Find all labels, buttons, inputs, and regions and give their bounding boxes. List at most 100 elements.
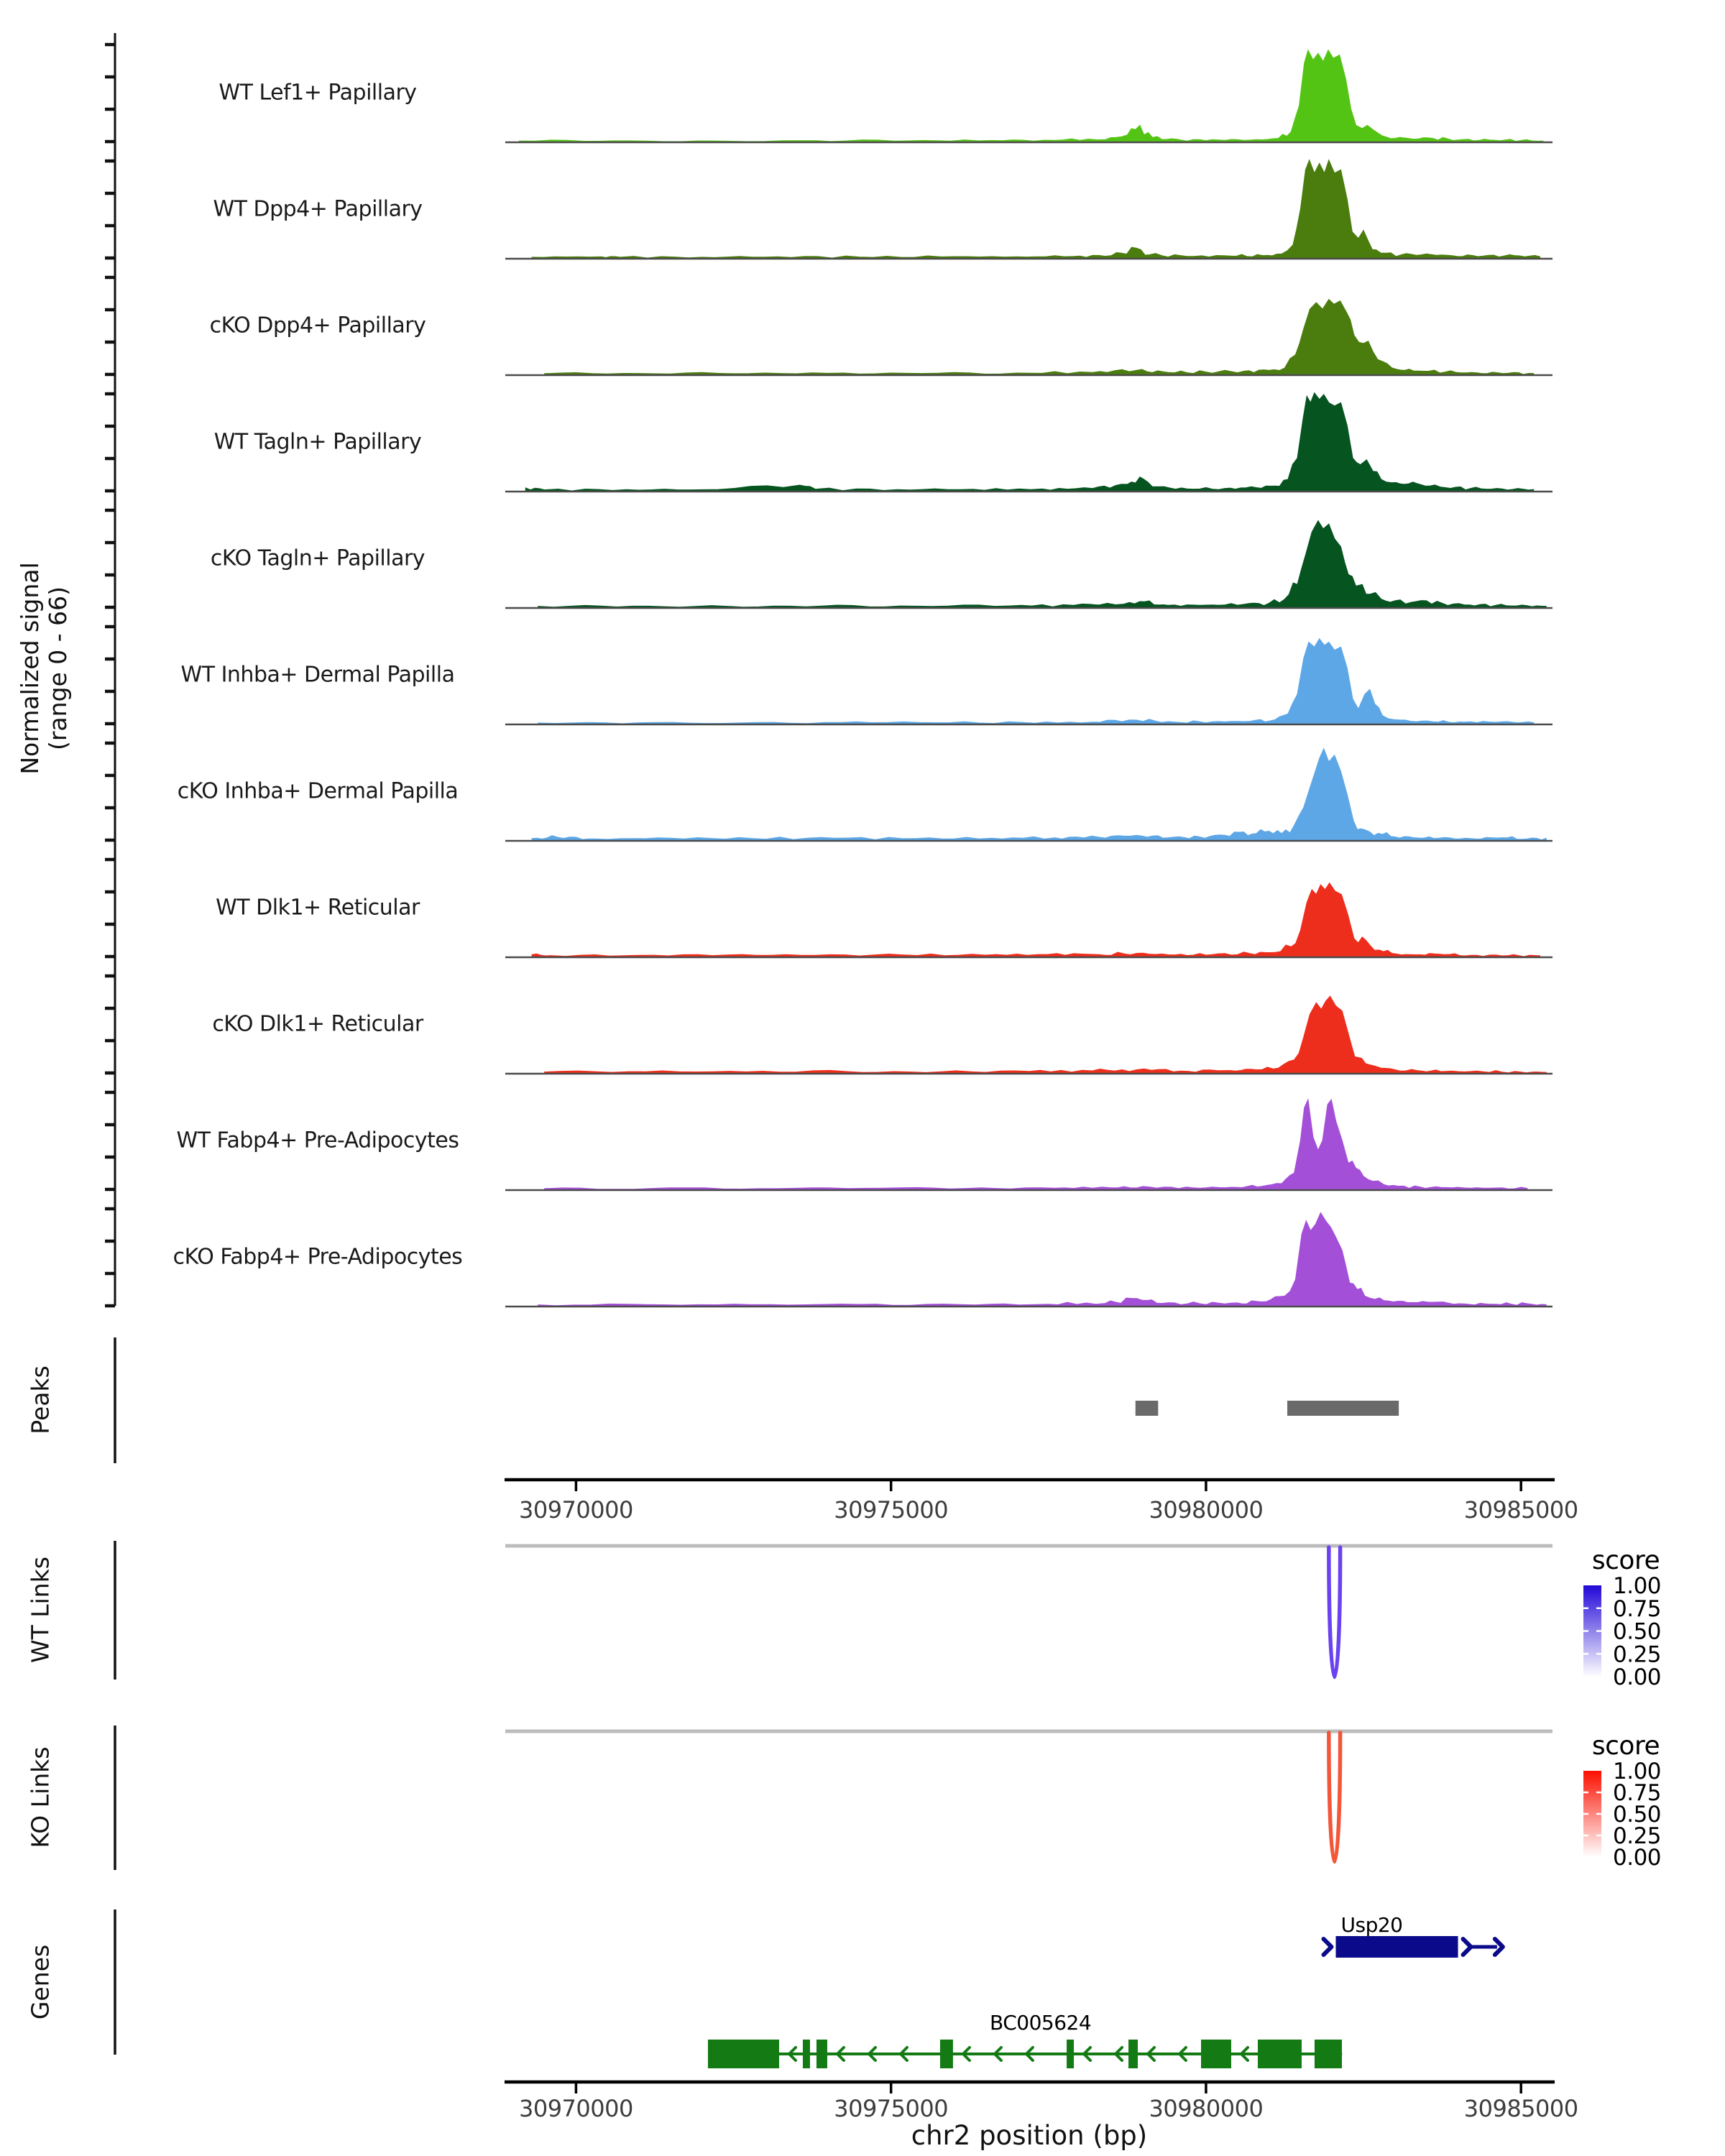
coverage-area: [544, 298, 1535, 375]
strand-arrow: [1460, 1937, 1473, 1957]
legend-title: score: [1592, 1546, 1660, 1575]
gene-exon: [1200, 2040, 1231, 2068]
coverage-area: [531, 747, 1547, 841]
signal-track: cKO Fabp4+ Pre-Adipocytes: [173, 1212, 1552, 1308]
gene-exon: [1128, 2040, 1138, 2068]
strand-arrow: [898, 2046, 908, 2062]
strand-arrow: [1321, 1937, 1334, 1957]
x-tick-label: 30970000: [519, 2095, 633, 2122]
signal-track: WT Dlk1+ Reticular: [216, 882, 1552, 959]
signal-track: WT Lef1+ Papillary: [218, 49, 1552, 144]
legend-tick-label: 0.00: [1613, 1664, 1661, 1690]
strand-arrow: [1239, 2046, 1249, 2062]
wt-links-section-label: WT Links: [26, 1556, 55, 1664]
strand-arrow: [1114, 2046, 1124, 2062]
gene-label: BC005624: [990, 2011, 1091, 2035]
strand-arrow: [1146, 2046, 1156, 2062]
link-arc: [1327, 1731, 1343, 1864]
track-label: cKO Dpp4+ Papillary: [210, 313, 426, 338]
gene-bc005624: BC005624: [707, 2011, 1343, 2068]
x-tick-label: 30975000: [834, 1496, 948, 1524]
peaks-track: [114, 1337, 1399, 1463]
track-label: cKO Fabp4+ Pre-Adipocytes: [173, 1245, 463, 1270]
coverage-area: [519, 49, 1544, 142]
x-tick-label: 30980000: [1149, 1496, 1263, 1524]
strand-arrow: [835, 2046, 845, 2062]
strand-arrow: [993, 2046, 1003, 2062]
coverage-area: [538, 637, 1535, 724]
gene-exon: [816, 2040, 827, 2068]
strand-arrow: [1024, 2046, 1034, 2062]
gene-exon: [1257, 2040, 1302, 2068]
gene-label: Usp20: [1341, 1913, 1403, 1937]
track-label: WT Tagln+ Papillary: [214, 430, 421, 455]
signal-track: cKO Dlk1+ Reticular: [212, 995, 1552, 1075]
ko-links-section-label: KO Links: [26, 1746, 55, 1848]
track-label: WT Lef1+ Papillary: [218, 80, 416, 106]
gene-exon: [802, 2040, 810, 2068]
track-label: WT Fabp4+ Pre-Adipocytes: [177, 1128, 459, 1153]
peak-interval: [1135, 1401, 1159, 1416]
x-tick-label: 30980000: [1149, 2095, 1263, 2122]
coverage-area: [544, 995, 1547, 1074]
peak-interval: [1287, 1401, 1399, 1416]
coverage-area: [538, 1212, 1547, 1307]
coverage-area: [544, 1098, 1528, 1190]
x-axis: 30970000 30975000 30980000 30985000: [505, 1478, 1578, 1524]
genes-track: Usp20 BC005624: [114, 1909, 1505, 2068]
strand-arrow: [788, 2046, 797, 2062]
ko-links-track: [114, 1726, 1552, 1870]
coverage-area: [531, 882, 1540, 957]
legend-tick-label: 0.25: [1613, 1823, 1661, 1849]
legend-tick-label: 0.75: [1613, 1780, 1661, 1806]
gene-exon: [1067, 2040, 1075, 2068]
track-label: WT Dlk1+ Reticular: [216, 895, 420, 921]
gene-exon: [939, 2040, 953, 2068]
signal-track: cKO Tagln+ Papillary: [211, 520, 1552, 609]
track-label: WT Dpp4+ Papillary: [213, 197, 422, 222]
strand-arrow: [867, 2046, 877, 2062]
link-arc: [1327, 1545, 1343, 1679]
strand-arrow: [1082, 2046, 1092, 2062]
signal-track: WT Inhba+ Dermal Papilla: [181, 637, 1552, 726]
legend-tick-label: 0.25: [1613, 1641, 1661, 1667]
y-axis-label: Normalized signal (range 0 - 66): [16, 562, 72, 775]
signal-track: WT Tagln+ Papillary: [214, 392, 1552, 493]
legend-tick-label: 0.75: [1613, 1596, 1661, 1622]
legend-tick-label: 0.50: [1613, 1619, 1661, 1645]
x-tick-label: 30985000: [1464, 1496, 1578, 1524]
x-tick-label: 30975000: [834, 2095, 948, 2122]
track-label: cKO Inhba+ Dermal Papilla: [178, 779, 459, 804]
track-label: cKO Tagln+ Papillary: [211, 546, 425, 571]
strand-arrow: [1178, 2046, 1187, 2062]
signal-track: WT Fabp4+ Pre-Adipocytes: [177, 1098, 1552, 1192]
coverage-area: [525, 392, 1535, 492]
x-tick-label: 30970000: [519, 1496, 633, 1524]
signal-track: cKO Dpp4+ Papillary: [210, 298, 1552, 377]
signal-y-axis: [105, 33, 116, 1308]
peaks-section-label: Peaks: [26, 1365, 55, 1434]
legend-title: score: [1592, 1731, 1660, 1761]
gene-exon: [707, 2040, 780, 2068]
legend-tick-label: 1.00: [1613, 1759, 1661, 1784]
strand-arrow: [961, 2046, 971, 2062]
genes-section-label: Genes: [26, 1944, 55, 2020]
coverage-area: [531, 159, 1540, 259]
gene-exon: [1314, 2040, 1342, 2068]
track-label: cKO Dlk1+ Reticular: [212, 1012, 424, 1037]
gene-usp20: Usp20: [1321, 1913, 1505, 1958]
coverage-area: [538, 520, 1547, 608]
legend-tick-label: 0.50: [1613, 1802, 1661, 1828]
signal-track: WT Dpp4+ Papillary: [213, 159, 1552, 260]
wt-links-track: [114, 1541, 1552, 1680]
gene-body: [1335, 1936, 1458, 1958]
signal-track: cKO Inhba+ Dermal Papilla: [178, 747, 1552, 842]
x-axis: 30970000 30975000 30980000 30985000: [505, 2080, 1578, 2122]
x-tick-label: 30985000: [1464, 2095, 1578, 2122]
x-axis-title: chr2 position (bp): [911, 2120, 1148, 2151]
legend-tick-label: 0.00: [1613, 1845, 1661, 1871]
